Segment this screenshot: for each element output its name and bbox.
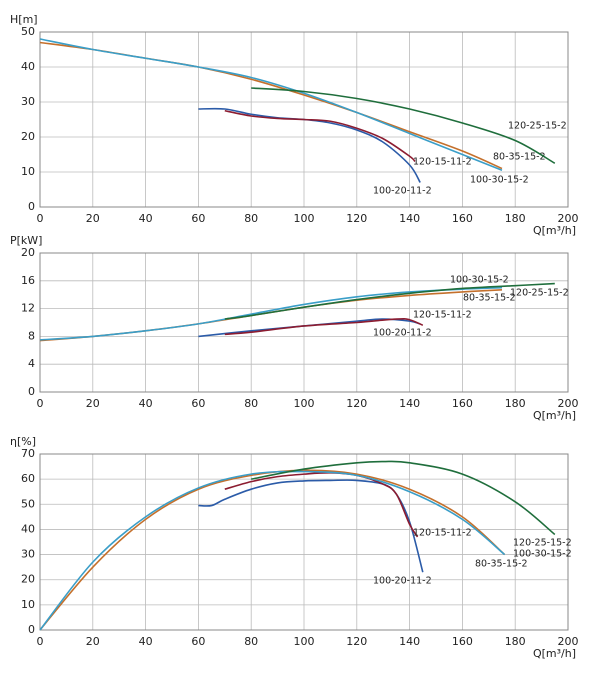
x-tick-label: 200 [558,397,579,410]
x-tick-label: 40 [139,397,153,410]
y-tick-label: 50 [21,497,35,510]
series-label: 100-20-11-2 [373,576,432,587]
x-tick-label: 120 [346,397,367,410]
y-tick-label: 70 [21,447,35,460]
y-axis-label: P[kW] [10,234,42,247]
x-tick-label: 160 [452,212,473,225]
x-tick-label: 100 [294,212,315,225]
y-tick-label: 60 [21,472,35,485]
y-tick-label: 12 [21,302,35,315]
x-tick-label: 200 [558,212,579,225]
series-label: 100-30-15-2 [513,549,572,560]
series-line [39,38,503,171]
x-tick-label: 0 [37,635,44,648]
x-tick-label: 0 [37,212,44,225]
series-label: 100-30-15-2 [470,175,529,186]
x-tick-label: 20 [86,635,100,648]
x-axis-label: Q[m³/h] [533,647,576,660]
y-axis-label: H[m] [10,13,38,26]
y-tick-label: 4 [28,357,35,370]
x-tick-label: 120 [346,635,367,648]
series-label: 120-25-15-2 [508,121,567,132]
plot-frame [39,31,569,208]
y-tick-label: 30 [21,548,35,561]
series-line [198,318,421,338]
series-line [198,107,421,183]
x-tick-label: 40 [139,212,153,225]
y-tick-label: 20 [21,130,35,143]
x-tick-label: 180 [505,212,526,225]
x-tick-label: 200 [558,635,579,648]
series-label: 80-35-15-2 [493,152,546,163]
x-tick-label: 140 [399,397,420,410]
y-tick-label: 30 [21,95,35,108]
x-tick-label: 60 [191,212,205,225]
x-tick-label: 60 [191,635,205,648]
x-tick-label: 80 [244,212,258,225]
y-tick-label: 0 [28,385,35,398]
x-tick-label: 20 [86,397,100,410]
y-tick-label: 20 [21,573,35,586]
x-tick-label: 120 [346,212,367,225]
y-tick-label: 50 [21,25,35,38]
series-line [224,282,555,320]
series-line [251,460,556,536]
series-label: 80-35-15-2 [475,559,528,570]
series-line [39,469,506,631]
y-tick-label: 20 [21,246,35,259]
series-label: 100-30-15-2 [450,275,509,286]
series-line [198,479,424,573]
x-tick-label: 160 [452,397,473,410]
x-tick-label: 140 [399,212,420,225]
x-tick-label: 80 [244,635,258,648]
x-tick-label: 60 [191,397,205,410]
series-line [39,470,506,631]
x-tick-label: 0 [37,397,44,410]
x-tick-label: 100 [294,635,315,648]
x-tick-label: 100 [294,397,315,410]
y-tick-label: 40 [21,60,35,73]
x-tick-label: 20 [86,212,100,225]
y-tick-label: 40 [21,522,35,535]
y-tick-label: 10 [21,165,35,178]
x-tick-label: 180 [505,635,526,648]
series-line [224,317,424,336]
series-line [39,41,503,170]
y-tick-label: 0 [28,200,35,213]
x-tick-label: 80 [244,397,258,410]
x-axis-label: Q[m³/h] [533,224,576,237]
series-line [224,109,416,163]
x-tick-label: 140 [399,635,420,648]
plot-frame [39,453,569,631]
series-label: 100-20-11-2 [373,328,432,339]
plot-frame [39,252,569,393]
x-tick-label: 160 [452,635,473,648]
y-tick-label: 10 [21,598,35,611]
series-label: 120-15-11-2 [413,310,472,321]
x-tick-label: 180 [505,397,526,410]
series-label: 100-20-11-2 [373,186,432,197]
series-label: 120-15-11-2 [413,157,472,168]
y-tick-label: 8 [28,329,35,342]
y-tick-label: 16 [21,274,35,287]
y-axis-label: η[%] [10,435,36,448]
series-label: 80-35-15-2 [463,293,516,304]
series-label: 120-15-11-2 [413,528,472,539]
x-tick-label: 40 [139,635,153,648]
series-label: 120-25-15-2 [510,288,569,299]
series-line [251,87,556,164]
y-tick-label: 0 [28,623,35,636]
series-label: 120-25-15-2 [513,538,572,549]
x-axis-label: Q[m³/h] [533,409,576,422]
